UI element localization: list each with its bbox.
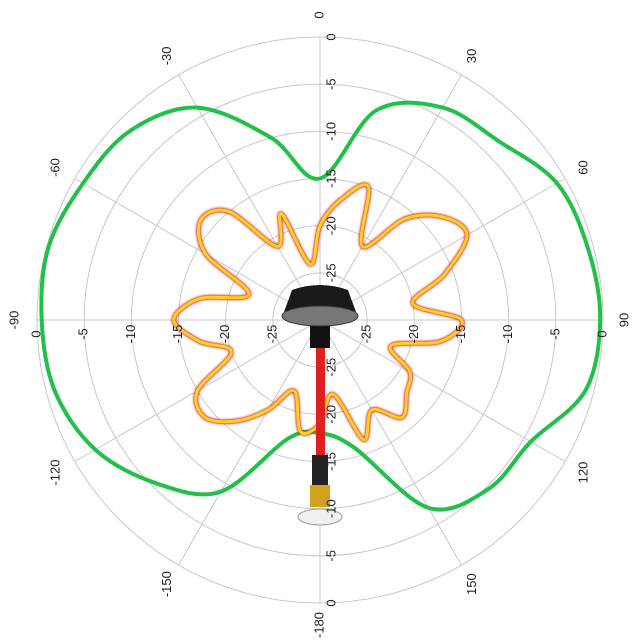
connector-base: [297, 508, 343, 526]
radial-label: -10: [323, 499, 338, 518]
grid-spoke: [319, 74, 462, 321]
radial-label: -15: [453, 325, 468, 344]
pattern-curve: [39, 100, 603, 512]
angle-label: -150: [159, 571, 174, 597]
angle-label: -60: [47, 158, 62, 177]
radial-label: -20: [217, 325, 232, 344]
radial-label: -15: [323, 169, 338, 188]
angle-label: -30: [159, 46, 174, 65]
radial-label: -15: [170, 325, 185, 344]
angle-label: 30: [464, 49, 479, 63]
radial-label: -5: [547, 328, 562, 340]
grid-spoke: [178, 74, 321, 321]
radial-label: -20: [323, 405, 338, 424]
radial-label: -10: [323, 122, 338, 141]
mount: [310, 320, 330, 348]
cable-end: [312, 455, 328, 485]
grid-spoke: [319, 178, 566, 321]
radial-label: -20: [406, 325, 421, 344]
angle-label: -120: [47, 459, 62, 485]
angle-label: 150: [464, 573, 479, 595]
angle-label: 0: [311, 11, 326, 18]
grid-spoke: [319, 319, 566, 462]
dome-base: [281, 305, 359, 327]
angle-label: 120: [576, 462, 591, 484]
grid-spoke: [319, 319, 462, 566]
radial-label: 0: [28, 330, 43, 337]
cable: [316, 340, 325, 455]
radial-label: -25: [359, 325, 374, 344]
grid-spoke: [74, 178, 321, 321]
angle-label: 60: [576, 160, 591, 174]
radial-label: 0: [323, 599, 338, 606]
radial-label: -25: [323, 263, 338, 282]
antenna-icon: [281, 285, 359, 526]
angle-label: -180: [311, 612, 326, 638]
angle-label: 90: [616, 313, 631, 327]
radial-label: 0: [594, 330, 609, 337]
connector: [310, 485, 330, 507]
radial-label: -20: [323, 216, 338, 235]
radial-label: -5: [323, 550, 338, 562]
radial-label: 0: [323, 33, 338, 40]
radial-label: -5: [76, 328, 91, 340]
pattern-curve: [172, 183, 469, 442]
angle-label: -90: [6, 311, 21, 330]
radial-label: -25: [264, 325, 279, 344]
radial-label: -10: [123, 325, 138, 344]
labels: 0306090120150-180-150-120-90-60-300-5-10…: [6, 11, 631, 638]
grid-spoke: [178, 319, 321, 566]
radial-label: -15: [323, 452, 338, 471]
curves: [39, 100, 603, 512]
radial-label: -5: [323, 78, 338, 90]
radial-label: -10: [500, 325, 515, 344]
radial-label: -25: [323, 358, 338, 377]
